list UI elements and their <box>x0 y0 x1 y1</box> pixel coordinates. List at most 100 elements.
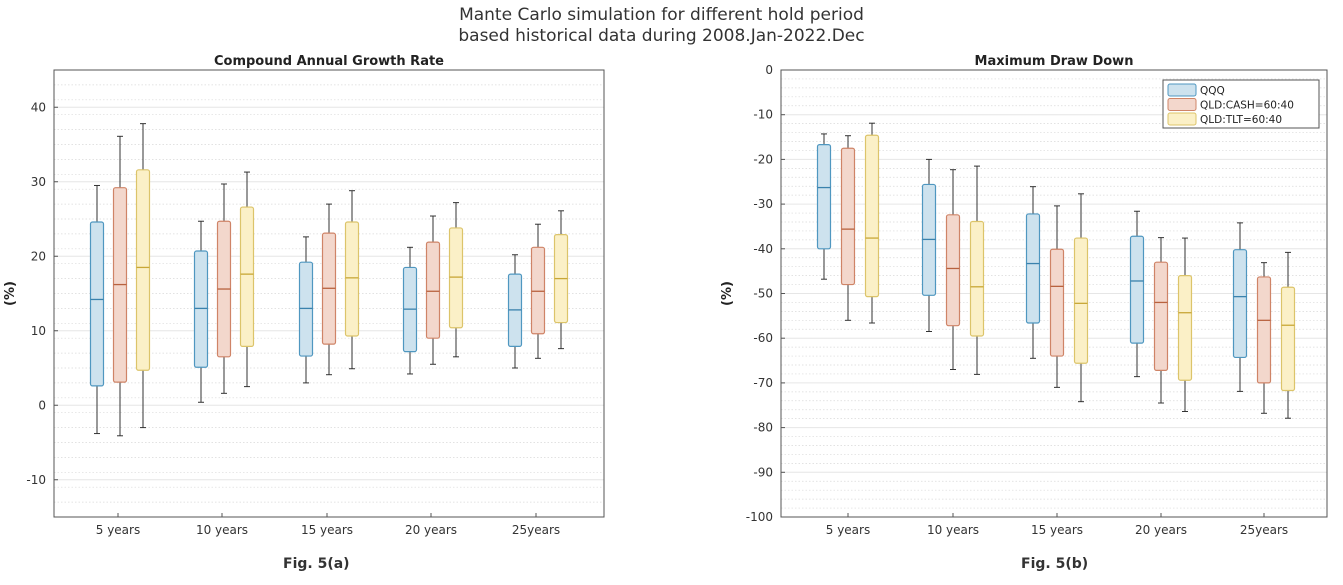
iqr-box <box>298 261 314 357</box>
box-tlt-4 <box>1177 237 1193 413</box>
legend: QQQ QLD:CASH=60:40 QLD:TLT=60:40 <box>1162 79 1320 129</box>
chart-title: Compound Annual Growth Rate <box>214 54 444 69</box>
box-tlt-3 <box>1073 193 1089 403</box>
iqr-box <box>840 147 856 286</box>
box-cash-1 <box>112 135 128 437</box>
box-qqq-1 <box>816 133 832 280</box>
x-tick-label: 15 years <box>1031 523 1083 537</box>
y-tick-label: -10 <box>753 108 773 122</box>
box-qqq-5 <box>507 254 523 369</box>
x-tick-label: 10 years <box>927 523 979 537</box>
legend-label-cash: QLD:CASH=60:40 <box>1200 100 1294 112</box>
iqr-box <box>969 220 985 337</box>
box-qqq-2 <box>921 158 937 332</box>
iqr-box <box>135 169 151 371</box>
plot-frame <box>53 69 605 518</box>
suptitle-line-1: Mante Carlo simulation for different hol… <box>459 5 864 25</box>
box-cash-4 <box>1153 237 1169 404</box>
legend-swatch-qqq <box>1167 83 1197 97</box>
box-cash-2 <box>945 169 961 370</box>
box-qqq-5 <box>1232 222 1248 392</box>
x-tick-label: 25years <box>1240 523 1288 537</box>
y-tick-label: 40 <box>31 100 46 114</box>
figure-caption-b: Fig. 5(b) <box>1021 556 1089 572</box>
legend-swatch-cash <box>1167 98 1197 111</box>
iqr-box <box>1073 237 1089 364</box>
y-tick-label: -90 <box>753 465 773 479</box>
iqr-box <box>945 214 961 327</box>
y-tick-label: -80 <box>753 421 773 435</box>
y-tick-label: 0 <box>765 63 773 77</box>
y-tick-label: 0 <box>38 398 46 412</box>
iqr-box <box>89 221 105 387</box>
box-tlt-1 <box>135 123 151 429</box>
x-tick-label: 5 years <box>826 523 870 537</box>
legend-swatch-tlt <box>1167 112 1197 126</box>
box-tlt-4 <box>448 202 464 358</box>
box-tlt-5 <box>1280 251 1296 419</box>
box-cash-4 <box>425 215 441 365</box>
iqr-box <box>1280 286 1296 392</box>
y-axis-label: (%) <box>720 281 735 306</box>
y-tick-label: 20 <box>31 249 46 263</box>
y-axis-label: (%) <box>3 281 18 306</box>
box-qqq-3 <box>298 236 314 384</box>
x-tick-label: 20 years <box>1135 523 1187 537</box>
y-tick-label: -10 <box>26 473 46 487</box>
box-cash-3 <box>321 203 337 376</box>
box-cash-2 <box>216 183 232 394</box>
iqr-box <box>1049 248 1065 357</box>
x-tick-label: 25years <box>512 523 560 537</box>
y-tick-label: -60 <box>753 331 773 345</box>
box-qqq-4 <box>1129 210 1145 378</box>
chart-panel-2: 0 -10 -20 -30 -40 -50 -60 -70 -80 -90 -100 Maximum … <box>720 54 1328 537</box>
y-tick-label: -50 <box>753 287 773 301</box>
y-tick-label: -20 <box>753 152 773 166</box>
legend-label-tlt: QLD:TLT=60:40 <box>1200 114 1282 126</box>
iqr-box <box>425 241 441 339</box>
box-cash-1 <box>840 135 856 321</box>
box-tlt-5 <box>553 210 569 350</box>
box-cash-5 <box>530 223 546 359</box>
box-qqq-2 <box>193 220 209 403</box>
iqr-box <box>1177 275 1193 381</box>
box-qqq-3 <box>1025 186 1041 359</box>
box-qqq-4 <box>402 246 418 375</box>
y-tick-label: -40 <box>753 242 773 256</box>
y-tick-label: -100 <box>746 510 773 524</box>
iqr-box <box>193 250 209 368</box>
x-tick-label: 10 years <box>196 523 248 537</box>
iqr-box <box>1025 213 1041 324</box>
legend-label-qqq: QQQ <box>1200 85 1225 97</box>
plot-frame <box>780 69 1328 518</box>
box-tlt-3 <box>344 190 360 370</box>
y-tick-label: 10 <box>31 324 46 338</box>
iqr-box <box>1153 261 1169 371</box>
x-tick-label: 15 years <box>301 523 353 537</box>
chart-panel-1: -10 0 10 20 30 40 Compound Annual Growth Rate (… <box>3 54 605 537</box>
iqr-box <box>1232 249 1248 359</box>
y-tick-label: -30 <box>753 197 773 211</box>
iqr-box <box>344 221 360 337</box>
chart-title: Maximum Draw Down <box>975 54 1134 69</box>
x-tick-label: 20 years <box>405 523 457 537</box>
iqr-box <box>239 206 255 347</box>
box-cash-3 <box>1049 205 1065 388</box>
iqr-box <box>448 227 464 329</box>
x-tick-label: 5 years <box>96 523 140 537</box>
iqr-box <box>864 134 880 298</box>
box-tlt-2 <box>239 171 255 388</box>
iqr-box <box>1256 276 1272 384</box>
box-cash-5 <box>1256 262 1272 414</box>
box-qqq-1 <box>89 184 105 435</box>
suptitle-line-2: based historical data during 2008.Jan-20… <box>458 26 865 46</box>
iqr-box <box>816 144 832 250</box>
iqr-box <box>530 246 546 335</box>
y-tick-label: -70 <box>753 376 773 390</box>
figure-caption-a: Fig. 5(a) <box>283 556 350 572</box>
y-tick-label: 30 <box>31 175 46 189</box>
box-tlt-1 <box>864 122 880 324</box>
iqr-box <box>1129 235 1145 344</box>
box-tlt-2 <box>969 165 985 375</box>
